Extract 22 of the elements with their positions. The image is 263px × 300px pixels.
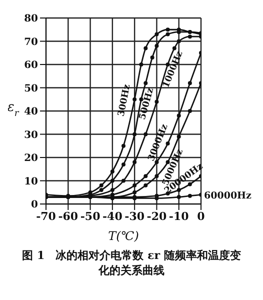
text: 500Hz	[138, 87, 156, 121]
x-tick-label: -20	[146, 210, 167, 223]
series-label: 60000Hz	[204, 190, 252, 202]
x-tick-label: -70	[36, 210, 56, 223]
y-tick-label: 30	[24, 130, 38, 141]
y-tick-label: 0	[31, 200, 38, 211]
y-tick-label: 20	[24, 153, 38, 164]
y-tick-label: 50	[24, 83, 38, 94]
text: 300Hz	[116, 84, 133, 118]
x-tick-label: -40	[102, 210, 123, 223]
y-tick-label: 60	[24, 60, 38, 72]
y-tick-label: 70	[24, 36, 38, 48]
y-tick-label: 10	[24, 176, 38, 188]
x-tick-label: -60	[58, 210, 78, 223]
x-tick-label: 0	[197, 210, 206, 223]
y-tick-label: 80	[24, 14, 38, 25]
x-tick-label: -50	[80, 210, 101, 223]
x-axis-title: T(℃)	[108, 229, 140, 243]
y-tick-label: 40	[24, 106, 38, 118]
x-tick-label: -30	[124, 210, 145, 223]
text: 图 1 冰的相对介电常数 εr 随频率和温度变化的关系曲线	[21, 248, 242, 278]
x-tick-label: -10	[168, 210, 190, 223]
